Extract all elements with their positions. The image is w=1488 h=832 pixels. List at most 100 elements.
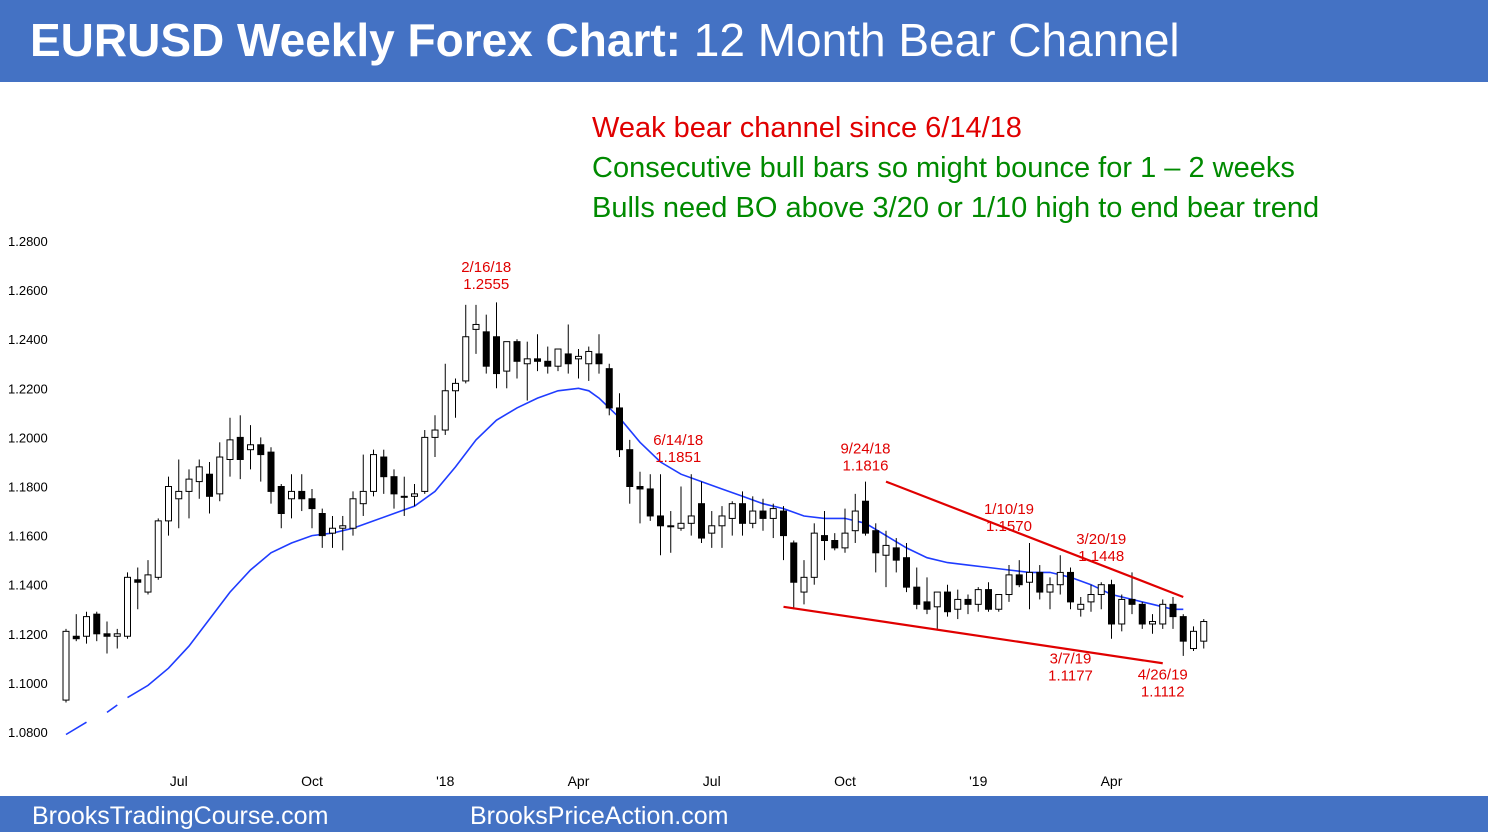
bear-candle bbox=[564, 353, 572, 365]
bull-candle bbox=[431, 429, 439, 438]
bear-candle bbox=[1169, 603, 1177, 618]
bear-candle bbox=[134, 579, 142, 583]
price-annotation: 1.1816 bbox=[843, 458, 889, 475]
bull-candle bbox=[749, 510, 757, 524]
bear-candle bbox=[103, 633, 111, 637]
bear-candle bbox=[72, 635, 80, 640]
footer-right-link[interactable]: BrooksPriceAction.com bbox=[470, 802, 729, 830]
y-tick-label: 1.2400 bbox=[8, 332, 48, 347]
price-annotation: 4/26/19 bbox=[1138, 666, 1188, 683]
bear-candle bbox=[821, 535, 828, 542]
y-tick-label: 1.1800 bbox=[8, 480, 48, 495]
bear-candle bbox=[482, 331, 490, 367]
bull-candle bbox=[1200, 621, 1208, 642]
bull-candle bbox=[144, 574, 152, 593]
bear-candle bbox=[1128, 598, 1136, 605]
bull-candle bbox=[800, 576, 808, 593]
bear-candle bbox=[913, 586, 921, 605]
note-line-1: Weak bear channel since 6/14/18 bbox=[592, 112, 1022, 144]
bear-candle bbox=[257, 444, 265, 456]
bull-candle bbox=[441, 390, 449, 431]
bull-candle bbox=[1159, 603, 1167, 625]
bear-candle bbox=[626, 449, 634, 487]
bull-candle bbox=[769, 508, 777, 519]
x-tick-label: Apr bbox=[568, 773, 590, 789]
bull-candle bbox=[185, 478, 193, 492]
bear-candle bbox=[831, 540, 839, 549]
bull-candle bbox=[995, 594, 1003, 610]
bear-candle bbox=[964, 598, 972, 605]
bear-channel-line bbox=[783, 605, 1163, 665]
moving-average-line bbox=[106, 704, 118, 714]
bull-candle bbox=[554, 348, 562, 367]
bull-candle bbox=[810, 532, 818, 578]
bear-candle bbox=[277, 486, 285, 515]
y-tick-label: 1.1000 bbox=[8, 676, 48, 691]
bull-candle bbox=[728, 503, 736, 519]
bull-candle bbox=[954, 598, 962, 610]
x-tick-label: Jul bbox=[703, 773, 721, 789]
bull-candle bbox=[452, 382, 459, 392]
y-tick-label: 1.2600 bbox=[8, 283, 48, 298]
bear-candle bbox=[646, 488, 654, 517]
candlestick-chart: 1.0800 1.1000 1.1200 1.1400 1.1600 1.1800 1.20… bbox=[8, 234, 1208, 789]
bear-candle bbox=[1015, 574, 1023, 586]
y-tick-label: 1.1200 bbox=[8, 627, 48, 642]
bear-candle bbox=[493, 336, 500, 375]
moving-average-line bbox=[65, 721, 87, 736]
bull-candle bbox=[113, 633, 121, 637]
bull-candle bbox=[708, 525, 716, 534]
moving-average-line bbox=[127, 387, 1184, 699]
bear-candle bbox=[903, 557, 910, 588]
bull-candle bbox=[1097, 584, 1105, 596]
bull-candle bbox=[1077, 603, 1085, 610]
bull-candle bbox=[1087, 594, 1095, 603]
bear-candle bbox=[298, 490, 306, 500]
bear-candle bbox=[1067, 571, 1074, 603]
bear-candle bbox=[595, 353, 603, 365]
y-tick-label: 1.2000 bbox=[8, 430, 48, 445]
x-tick-label: Oct bbox=[301, 773, 323, 789]
x-tick-label: Jul bbox=[170, 773, 188, 789]
bear-candle bbox=[780, 510, 787, 537]
bear-candle bbox=[892, 547, 900, 561]
bear-candle bbox=[985, 589, 992, 610]
bull-candle bbox=[400, 495, 408, 498]
x-tick-label: '18 bbox=[436, 773, 454, 789]
bear-candle bbox=[923, 601, 931, 610]
price-annotation: 1.1112 bbox=[1141, 683, 1185, 700]
bull-candle bbox=[1005, 574, 1013, 596]
page-title: EURUSD Weekly Forex Chart: 12 Month Bear… bbox=[30, 12, 1180, 68]
y-tick-label: 1.1400 bbox=[8, 578, 48, 593]
bull-candle bbox=[165, 486, 172, 522]
bull-candle bbox=[585, 350, 593, 365]
bear-candle bbox=[616, 407, 623, 451]
bull-candle bbox=[1026, 571, 1033, 583]
y-tick-label: 1.2800 bbox=[8, 234, 48, 249]
bear-candle bbox=[657, 515, 664, 527]
bear-candle bbox=[759, 510, 767, 519]
bear-candle bbox=[93, 613, 101, 635]
bull-candle bbox=[841, 532, 849, 549]
bull-candle bbox=[503, 341, 511, 372]
bear-candle bbox=[390, 476, 398, 495]
bull-candle bbox=[933, 591, 941, 608]
bull-candle bbox=[718, 515, 726, 527]
price-annotation: 3/20/19 bbox=[1076, 531, 1126, 548]
y-tick-label: 1.0800 bbox=[8, 725, 48, 740]
title-rest: 12 Month Bear Channel bbox=[693, 14, 1180, 66]
price-annotation: 1.1448 bbox=[1078, 548, 1124, 565]
bear-candle bbox=[698, 503, 705, 539]
bull-candle bbox=[247, 444, 254, 451]
bear-candle bbox=[380, 456, 388, 478]
bull-candle bbox=[462, 336, 470, 382]
price-annotation: 1.2555 bbox=[463, 276, 509, 293]
bear-candle bbox=[1138, 603, 1146, 625]
bull-candle bbox=[1149, 621, 1156, 625]
bull-candle bbox=[1046, 584, 1054, 593]
footer-left-link[interactable]: BrooksTradingCourse.com bbox=[32, 802, 329, 830]
bear-candle bbox=[236, 436, 244, 460]
price-annotation: 3/7/19 bbox=[1050, 650, 1092, 667]
title-bold: EURUSD Weekly Forex Chart: bbox=[30, 14, 681, 66]
price-annotation: 1.1570 bbox=[986, 518, 1032, 535]
